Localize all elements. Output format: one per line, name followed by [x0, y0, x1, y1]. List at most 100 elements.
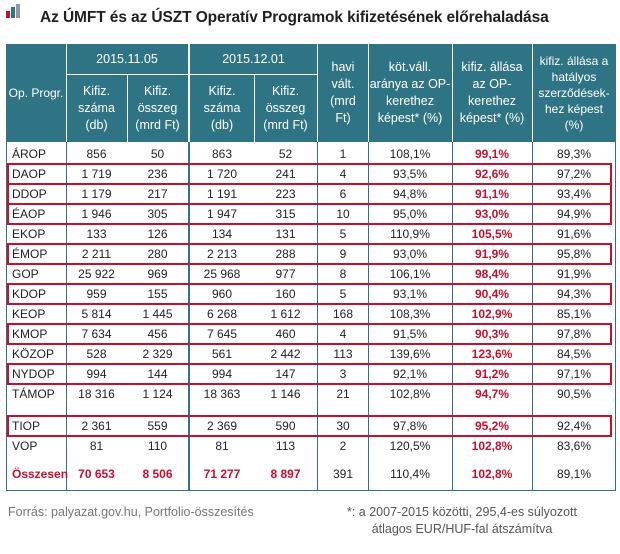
cell-db1: 70 653: [78, 467, 115, 481]
cell-hat: 85,1%: [556, 307, 592, 321]
cell-mrd1: 236: [147, 167, 168, 181]
cell-kifiz: 94,7%: [474, 387, 510, 401]
cell-mrd2: 288: [275, 247, 296, 261]
cell-name: NYDOP: [12, 367, 55, 381]
cell-kifiz: 123,6%: [471, 347, 513, 361]
cell-db1: 2 211: [81, 247, 112, 261]
cell-db2: 960: [211, 287, 233, 301]
cell-kot: 110,4%: [390, 467, 430, 481]
table-row: ÁROP 856 50 863 52 1 108,1% 99,1% 89,3%: [6, 144, 616, 164]
cell-havi: 10: [336, 207, 350, 221]
cell-name: TÁMOP: [12, 387, 55, 401]
cell-kifiz: 91,9%: [474, 247, 510, 261]
cell-mrd2: 1 612: [270, 307, 301, 321]
cell-havi: 4: [339, 167, 347, 181]
cell-mrd2: 8 897: [270, 467, 301, 481]
cell-kot: 92,1%: [392, 367, 428, 381]
table-header: [6, 44, 616, 142]
footer-note: *: a 2007-2015 közötti, 295,4-es súlyozo…: [346, 505, 577, 536]
table-row: TÁMOP 18 316 1 124 18 363 1 146 21 102,8% 94,7%…: [6, 384, 616, 404]
cell-kot: 139,6%: [389, 347, 431, 361]
table-row: DAOP 1 719 236 1 720 241 4 93,5% 92,6% 97,2%: [6, 164, 616, 184]
table-row: DDOP 1 179 217 1 191 223 6 94,8% 91,1% 93,4%: [6, 184, 616, 204]
cell-havi: 3: [339, 367, 347, 381]
cell-kot: 93,1%: [392, 287, 428, 301]
cell-kifiz: 99,1%: [474, 147, 510, 161]
cell-hat: 97,1%: [556, 367, 592, 381]
cell-db1: 5 814: [81, 307, 112, 321]
cell-hat: 97,2%: [556, 167, 592, 181]
cell-mrd2: 460: [275, 327, 296, 341]
header-kotvall: köt.váll. aránya az OP- kerethez képest*…: [369, 60, 451, 125]
cell-db1: 856: [86, 147, 107, 161]
cell-kifiz: 95,2%: [474, 419, 510, 433]
cell-hat: 94,3%: [556, 287, 592, 301]
highlight-box: [7, 323, 612, 345]
cell-mrd1: 50: [150, 147, 165, 161]
header-kifiz-szama-2: Kifiz. száma (db): [203, 83, 241, 132]
cell-mrd2: 977: [275, 267, 296, 281]
header-kifiz-osszeg-1: Kifiz. összeg (mrd Ft): [135, 83, 180, 132]
cell-mrd2: 2 442: [270, 347, 301, 361]
cell-name: KMOP: [12, 327, 48, 341]
cell-mrd1: 559: [147, 419, 168, 433]
cell-name: GOP: [12, 267, 39, 281]
highlight-box: [7, 183, 612, 205]
cell-mrd2: 241: [275, 167, 296, 181]
cell-name: ÉMOP: [12, 247, 48, 261]
cell-db2: 71 277: [203, 467, 241, 481]
highlight-box: [7, 363, 612, 385]
cell-db1: 528: [86, 347, 107, 361]
cell-name: KDOP: [12, 287, 47, 301]
cell-db1: 1 179: [81, 187, 112, 201]
cell-kot: 94,8%: [392, 187, 428, 201]
cell-havi: 8: [339, 267, 347, 281]
cell-name: ÁROP: [12, 147, 47, 161]
cell-hat: 89,3%: [556, 147, 592, 161]
cell-db2: 1 720: [206, 167, 238, 181]
cell-kifiz: 98,4%: [474, 267, 510, 281]
cell-havi: 4: [339, 327, 347, 341]
cell-db1: 81: [89, 439, 104, 453]
cell-kot: 120,5%: [389, 439, 431, 453]
page-title: Az ÚMFT és az ÚSZT Operatív Programok ki…: [40, 9, 549, 26]
cell-mrd2: 113: [275, 439, 296, 453]
cell-name: DDOP: [12, 187, 47, 201]
header-kifiz-hatalyos: kifiz. állása a hatályos szerződések- he…: [538, 54, 610, 132]
cell-db2: 134: [211, 227, 233, 241]
cell-db1: 1 719: [81, 167, 112, 181]
total-row: Összesen 70 653 8 506 71 277 8 897 391 110,4% 1…: [6, 464, 616, 484]
cell-kot: 93,5%: [392, 167, 428, 181]
cell-name: TIOP: [12, 419, 41, 433]
highlight-box: [7, 203, 612, 225]
cell-kot: 95,0%: [392, 207, 428, 221]
cell-kifiz: 91,1%: [474, 187, 510, 201]
header-op-progr: Op. Progr.: [8, 85, 64, 100]
cell-db1: 994: [86, 367, 107, 381]
cell-hat: 89,1%: [556, 467, 592, 481]
header-kifiz-osszeg-2: Kifiz. összeg (mrd Ft): [263, 83, 308, 132]
cell-mrd1: 305: [147, 207, 168, 221]
cell-mrd1: 1 445: [142, 307, 173, 321]
cell-db1: 959: [86, 287, 107, 301]
cell-hat: 95,8%: [556, 247, 592, 261]
highlight-box: [7, 415, 612, 437]
cell-mrd1: 456: [147, 327, 168, 341]
cell-kot: 93,0%: [392, 247, 428, 261]
table-row: KMOP 7 634 456 7 645 460 4 91,5% 90,3% 97,8%: [6, 324, 616, 344]
cell-mrd1: 217: [147, 187, 168, 201]
table-row: KÖZOP 528 2 329 561 2 442 113 139,6% 123,6% 84,5…: [6, 344, 616, 364]
cell-hat: 93,4%: [556, 187, 592, 201]
cell-mrd2: 315: [275, 207, 296, 221]
cell-db2: 25 968: [203, 267, 241, 281]
cell-hat: 91,6%: [556, 227, 592, 241]
cell-mrd1: 1 124: [142, 387, 173, 401]
highlight-box: [7, 163, 612, 185]
cell-db2: 994: [211, 367, 233, 381]
table-row: GOP 25 922 969 25 968 977 8 106,1% 98,4% 91,9%: [6, 264, 616, 284]
cell-db1: 7 634: [81, 327, 112, 341]
cell-hat: 92,4%: [556, 419, 592, 433]
table-row: VOP 81 110 81 113 2 120,5% 102,8% 83,6%: [6, 436, 616, 456]
cell-havi: 21: [336, 387, 350, 401]
cell-name: KEOP: [12, 307, 46, 321]
